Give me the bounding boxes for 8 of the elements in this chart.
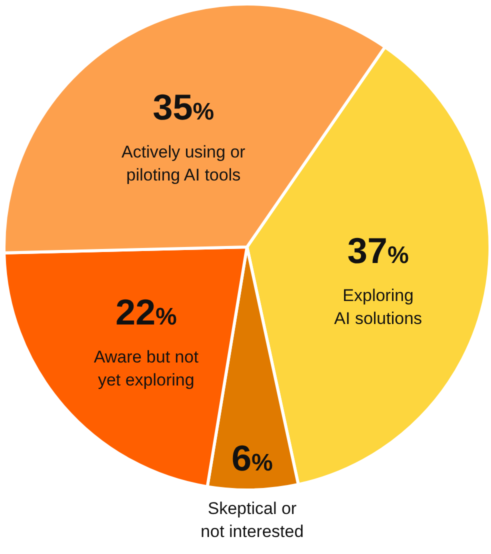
data-label: 6% (231, 437, 273, 478)
data-label: 35% (152, 86, 214, 128)
data-label: 37% (347, 230, 409, 271)
slice-label: Exploring AI solutions (334, 286, 422, 328)
data-label: 22% (115, 292, 177, 333)
slice-label: Skeptical or not interested (200, 499, 304, 541)
slice-label: Aware but not yet exploring (94, 348, 199, 390)
slice-label: Actively using or piloting AI tools (122, 142, 246, 184)
